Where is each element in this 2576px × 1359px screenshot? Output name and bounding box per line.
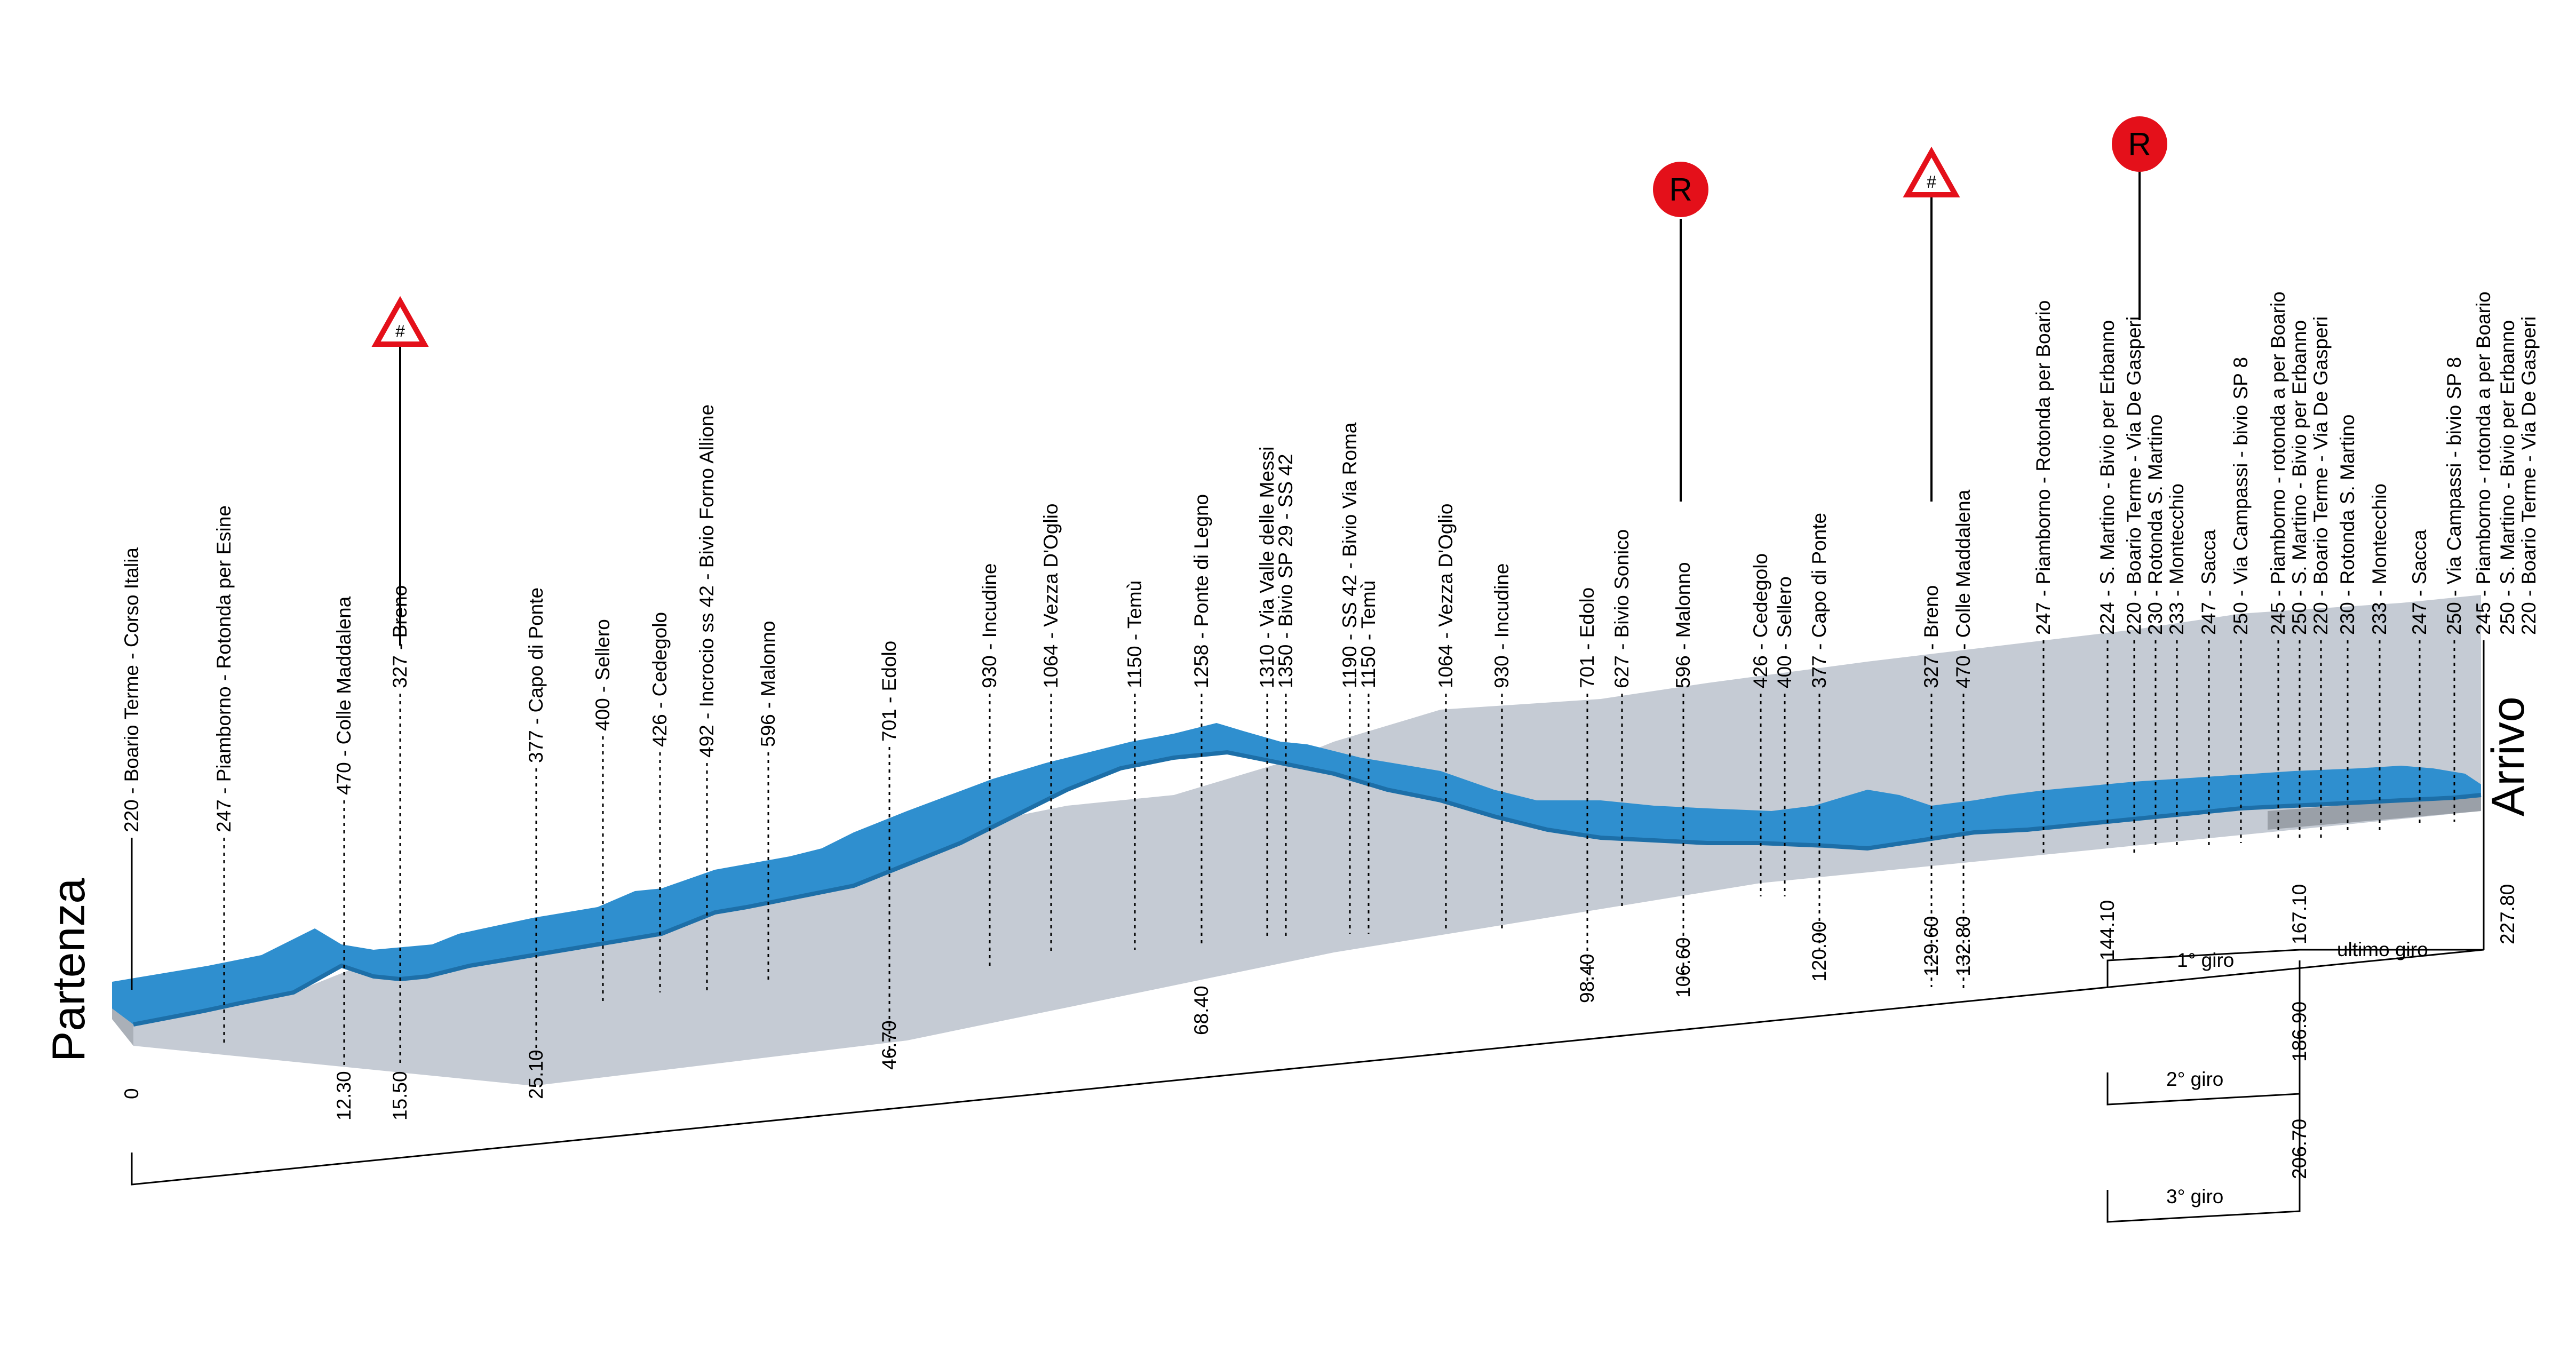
profile-top-edge: [133, 750, 2482, 1027]
waypoint-label: 220 - Boario Terme - Via De Gasperi: [2123, 316, 2145, 635]
waypoint-label: 1350 - Bivio SP 29 - SS 42: [1275, 454, 1297, 688]
waypoint-label: 245 - Piamborno - rotonda a per Boario: [2267, 291, 2289, 635]
refreshment-icon-text: R: [2128, 126, 2151, 162]
km-label: 25.10: [525, 1050, 547, 1099]
waypoint-label: 930 - Incudine: [979, 563, 1000, 688]
waypoint-label: 470 - Colle Maddalena: [333, 596, 355, 795]
km-label: 120.00: [1808, 921, 1830, 982]
lap-label-last: ultimo giro: [2337, 939, 2428, 960]
profile-body: [133, 595, 2481, 1086]
waypoint-label: 250 - S. Martino - Bivio per Erbanno: [2288, 320, 2310, 635]
refreshment-marker: R: [2112, 116, 2167, 320]
refreshment-icon-text: R: [1669, 172, 1692, 208]
waypoint-label: 327 - Breno: [1920, 585, 1942, 688]
start-label: Partenza: [43, 878, 94, 1062]
waypoint-label: 247 - Sacca: [2198, 529, 2220, 635]
lap-1-bracket: [2106, 949, 2484, 987]
km-label: 15.50: [389, 1071, 411, 1120]
waypoint-label: 224 - S. Martino - Bivio per Erbanno: [2096, 320, 2118, 635]
waypoint-label: 1064 - Vezza D'Oglio: [1435, 504, 1457, 688]
km-label: 0: [121, 1088, 142, 1099]
waypoint-label: 701 - Edolo: [878, 641, 900, 742]
waypoint-label: 250 - Via Campassi - bivio SP 8: [2443, 357, 2465, 635]
waypoint-label: 1150 - Temù: [1357, 581, 1379, 688]
waypoint-label: 1150 - Temù: [1124, 581, 1146, 688]
waypoint-label: 492 - Incrocio ss 42 - Bivio Forno Allio…: [696, 404, 718, 758]
waypoint-label: 377 - Capo di Ponte: [525, 587, 547, 763]
waypoint-label: 247 - Piamborno - Rotonda per Boario: [2032, 300, 2054, 635]
waypoint-label: 220 - Boario Terme - Via De Gasperi: [2310, 316, 2332, 635]
waypoint-label: 377 - Capo di Ponte: [1808, 513, 1830, 688]
waypoint-label: 250 - Via Campassi - bivio SP 8: [2230, 357, 2252, 635]
waypoint-label: 233 - Montecchio: [2166, 483, 2188, 635]
waypoint-label: 627 - Bivio Sonico: [1611, 529, 1633, 688]
railway-crossing-sign: #: [1903, 146, 1960, 502]
railway-icon: #: [1927, 172, 1936, 192]
refreshment-icon: [1653, 162, 1708, 217]
waypoint-label: 426 - Cedegolo: [649, 612, 671, 747]
waypoint-label: 470 - Colle Maddalena: [1952, 489, 1974, 688]
waypoint-label: 245 - Piamborno - rotonda a per Boario: [2472, 291, 2494, 635]
distance-axis: [131, 949, 2484, 1223]
lap-label-1: 1° giro: [2177, 949, 2234, 971]
railway-crossing-sign: #: [371, 296, 429, 646]
profile-top-surface: [112, 723, 2481, 1024]
waypoint-label: 250 - S. Martino - Bivio per Erbanno: [2497, 320, 2518, 635]
waypoint-label: 230 - Rotonda S. Martino: [2144, 415, 2166, 635]
km-label: 227.80: [2497, 884, 2518, 944]
km-label: 68.40: [1190, 986, 1212, 1035]
km-label: 129.60: [1920, 916, 1942, 976]
lap-label-2: 2° giro: [2166, 1068, 2223, 1090]
km-label: 167.10: [2288, 884, 2310, 944]
main-distance-line: [131, 949, 2484, 1186]
waypoint-label: 1258 - Ponte di Legno: [1190, 494, 1212, 688]
km-label: 206.70: [2288, 1119, 2310, 1179]
waypoint-label: 220 - Boario Terme - Via De Gasperi: [2518, 316, 2540, 635]
waypoint-label: 426 - Cedegolo: [1750, 553, 1771, 688]
waypoint-label: 1064 - Vezza D'Oglio: [1040, 504, 1062, 688]
waypoint-label: 1310 - Via Valle delle Messi: [1256, 447, 1278, 688]
profile-shape: [112, 595, 2482, 1086]
waypoint-label: 596 - Malonno: [757, 621, 779, 747]
km-label: 98.40: [1576, 953, 1598, 1003]
km-label: 106.60: [1672, 937, 1694, 998]
railway-icon: #: [395, 322, 405, 341]
waypoint-label: 701 - Edolo: [1576, 587, 1598, 688]
refreshment-marker: R: [1653, 162, 1708, 502]
waypoint-label: 230 - Rotonda S. Martino: [2336, 415, 2358, 635]
km-labels: 0 12.30 15.50 25.10 46.70 68.40 98.40 106.60 120…: [121, 884, 2518, 1179]
waypoint-label: 247 - Sacca: [2408, 529, 2430, 635]
waypoint-label: 400 - Sellero: [592, 619, 614, 731]
km-label: 144.10: [2096, 900, 2118, 960]
waypoint-label: 247 - Piamborno - Rotonda per Esine: [213, 505, 235, 832]
waypoint-labels: 220 - Boario Terme - Corso Italia 247 - P…: [121, 291, 2540, 832]
waypoint-label: 1190 - SS 42 - Bivio Via Roma: [1339, 422, 1361, 688]
km-label: 186.90: [2288, 1002, 2310, 1062]
finish-label: Arrivo: [2483, 696, 2534, 816]
lap-3-bracket: [2106, 1163, 2301, 1223]
waypoint-label: 233 - Montecchio: [2368, 483, 2390, 635]
waypoint-label: 596 - Malonno: [1672, 562, 1694, 688]
km-label: 12.30: [333, 1071, 355, 1120]
km-label: 46.70: [878, 1020, 900, 1070]
km-label: 132.80: [1952, 916, 1974, 976]
waypoint-label: 220 - Boario Terme - Corso Italia: [121, 547, 142, 832]
waypoint-leaders: [131, 640, 2485, 1067]
waypoint-label: 400 - Sellero: [1774, 576, 1795, 688]
lap-label-3: 3° giro: [2166, 1186, 2223, 1207]
waypoint-label: 930 - Incudine: [1491, 563, 1513, 688]
refreshment-icon: [2112, 116, 2167, 172]
